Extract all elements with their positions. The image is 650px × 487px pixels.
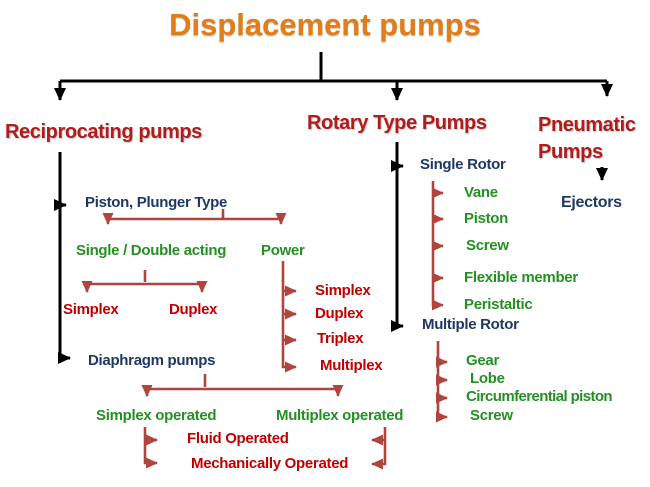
branch-lines bbox=[81, 181, 448, 470]
node-duplex-acting: Duplex bbox=[169, 301, 218, 318]
node-simplex-acting: Simplex bbox=[63, 301, 119, 318]
rotary-trunk bbox=[391, 142, 404, 332]
node-power-duplex: Duplex bbox=[315, 305, 364, 322]
node-multiple-screw: Screw bbox=[470, 407, 513, 424]
node-pneumatic-pumps: Pneumatic Pumps bbox=[538, 114, 636, 163]
node-rotary-type-pumps: Rotary Type Pumps bbox=[307, 112, 487, 134]
node-power-triplex: Triplex bbox=[317, 330, 364, 347]
node-single-double-acting: Single / Double acting bbox=[76, 242, 227, 259]
node-lobe: Lobe bbox=[470, 370, 505, 387]
simplex-operated-branch bbox=[143, 427, 158, 469]
page-title: Displacement pumps bbox=[169, 7, 481, 42]
power-branch bbox=[281, 261, 297, 373]
node-mechanically-operated: Mechanically Operated bbox=[191, 455, 349, 472]
node-rotor-screw: Screw bbox=[466, 237, 509, 254]
node-simplex-operated: Simplex operated bbox=[96, 407, 217, 424]
node-flexible-member: Flexible member bbox=[464, 269, 578, 286]
node-vane: Vane bbox=[464, 184, 498, 201]
node-rotor-piston: Piston bbox=[464, 210, 509, 227]
multiplex-operated-branch bbox=[371, 427, 387, 470]
node-piston-plunger-type: Piston, Plunger Type bbox=[85, 194, 228, 211]
node-reciprocating-pumps: Reciprocating pumps bbox=[5, 121, 202, 143]
reciprocating-trunk bbox=[58, 152, 71, 364]
single-rotor-branch bbox=[431, 181, 444, 311]
node-diaphragm-pumps: Diaphragm pumps bbox=[88, 352, 216, 369]
node-multiplex-operated: Multiplex operated bbox=[276, 407, 404, 424]
node-multiple-rotor: Multiple Rotor bbox=[422, 316, 519, 333]
node-single-rotor: Single Rotor bbox=[420, 156, 506, 173]
node-circumferential-piston: Circumferential piston bbox=[466, 388, 613, 405]
node-ejectors: Ejectors bbox=[561, 194, 622, 211]
node-power-multiplex: Multiplex bbox=[320, 357, 383, 374]
node-power: Power bbox=[261, 242, 305, 259]
node-gear: Gear bbox=[466, 352, 499, 369]
node-power-simplex: Simplex bbox=[315, 282, 371, 299]
node-fluid-operated: Fluid Operated bbox=[187, 430, 289, 447]
node-peristaltic: Peristaltic bbox=[464, 296, 533, 313]
trunk-lines bbox=[54, 52, 613, 364]
